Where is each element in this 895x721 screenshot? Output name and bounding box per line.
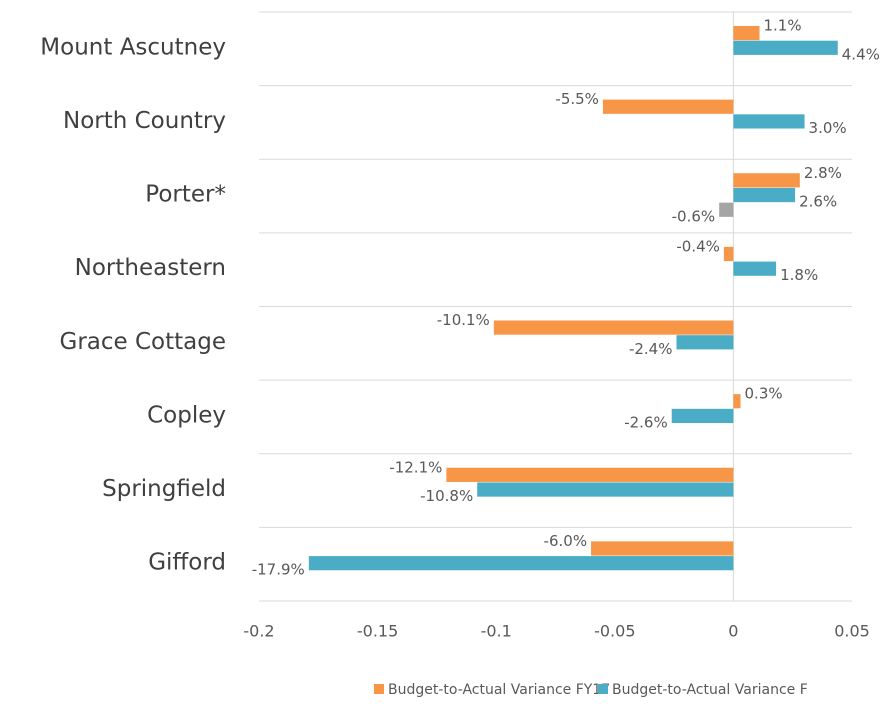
data-label: -2.6% bbox=[624, 413, 668, 431]
bar bbox=[671, 408, 734, 424]
category-label: Grace Cottage bbox=[60, 329, 227, 355]
x-tick-label: -0.15 bbox=[357, 622, 398, 641]
data-label: -5.5% bbox=[555, 90, 599, 108]
data-label: 0.3% bbox=[745, 385, 783, 403]
data-label: -17.9% bbox=[252, 561, 305, 579]
legend-swatch bbox=[598, 684, 608, 694]
data-label: 2.6% bbox=[799, 193, 837, 211]
bar bbox=[733, 40, 838, 55]
legend-label: Budget-to-Actual Variance F bbox=[612, 682, 808, 698]
data-label: -10.1% bbox=[437, 311, 490, 329]
bar bbox=[719, 202, 734, 217]
bar bbox=[733, 26, 760, 41]
bar bbox=[591, 541, 734, 556]
bar bbox=[602, 99, 734, 114]
category-label: Mount Ascutney bbox=[40, 34, 226, 60]
bar bbox=[446, 467, 734, 482]
bar bbox=[308, 556, 734, 571]
data-label: 4.4% bbox=[842, 45, 880, 63]
category-label: North Country bbox=[63, 108, 226, 134]
data-label: -10.8% bbox=[420, 487, 473, 505]
x-tick-label: -0.2 bbox=[243, 622, 274, 641]
legend-label: Budget-to-Actual Variance FY17 bbox=[388, 682, 610, 698]
category-label: Copley bbox=[147, 402, 226, 428]
data-label: -0.4% bbox=[676, 237, 720, 255]
legend-swatch bbox=[374, 684, 384, 694]
x-tick-label: -0.05 bbox=[594, 622, 635, 641]
data-label: 1.1% bbox=[763, 17, 801, 35]
bar bbox=[733, 114, 805, 129]
category-label: Springfield bbox=[102, 476, 226, 502]
bar bbox=[477, 482, 734, 497]
data-label: -0.6% bbox=[672, 207, 716, 225]
bar bbox=[733, 394, 741, 409]
bar bbox=[733, 173, 800, 188]
category-label: Northeastern bbox=[75, 255, 226, 281]
bar bbox=[733, 187, 796, 203]
data-label: 3.0% bbox=[809, 119, 847, 137]
data-label: 2.8% bbox=[804, 164, 842, 182]
bar bbox=[723, 246, 734, 262]
category-label: Porter* bbox=[145, 182, 226, 208]
data-label: -6.0% bbox=[544, 532, 588, 550]
bar bbox=[676, 335, 734, 350]
category-label: Gifford bbox=[148, 550, 226, 576]
x-tick-label: -0.1 bbox=[481, 622, 512, 641]
data-label: -12.1% bbox=[389, 458, 442, 476]
bar bbox=[493, 320, 734, 335]
data-label: 1.8% bbox=[780, 266, 818, 284]
x-tick-label: 0.05 bbox=[834, 622, 870, 641]
x-tick-label: 0 bbox=[728, 622, 738, 641]
data-label: -2.4% bbox=[629, 340, 673, 358]
bar bbox=[733, 261, 777, 276]
